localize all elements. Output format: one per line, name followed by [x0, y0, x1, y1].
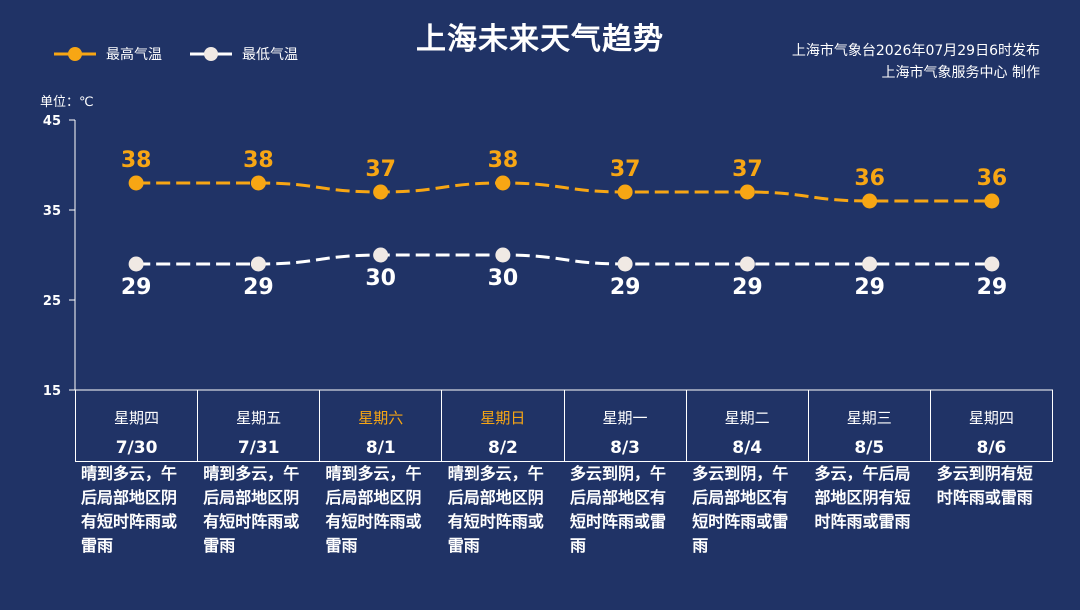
day-weekday: 星期日: [480, 409, 526, 427]
chart-legend: 最高气温 最低气温: [52, 44, 324, 64]
data-label-low: 30: [365, 266, 396, 291]
series-line-high: [136, 181, 992, 203]
data-point-high: [862, 193, 878, 209]
day-date: 8/1: [365, 438, 396, 458]
day-date: 8/3: [610, 438, 640, 458]
data-label-low: 29: [854, 275, 885, 300]
data-point-low: [739, 256, 755, 272]
data-label-high: 37: [732, 157, 763, 182]
day-weekday: 星期四: [114, 409, 160, 427]
day-weekday: 星期六: [358, 409, 404, 427]
data-point-low: [128, 256, 144, 272]
day-column: 星期四 8/6: [929, 390, 1053, 462]
data-label-low: 29: [732, 275, 763, 300]
day-column: 星期日 8/2: [441, 390, 564, 462]
data-label-low: 30: [488, 266, 519, 291]
data-point-low: [373, 247, 389, 263]
data-point-low: [617, 256, 633, 272]
day-column: 星期一 8/3: [563, 390, 686, 462]
day-weather-description: 晴到多云，午后局部地区阴有短时阵雨或雷雨: [325, 464, 422, 555]
data-point-high: [617, 184, 633, 200]
y-axis-unit-label: 单位：℃: [40, 95, 94, 110]
data-label-high: 38: [488, 148, 519, 173]
y-tick-label: 35: [43, 204, 61, 219]
y-tick-label: 25: [43, 294, 61, 309]
data-label-high: 36: [977, 166, 1008, 191]
legend-item-high: 最高气温: [52, 44, 162, 64]
y-tick-label: 15: [43, 384, 61, 399]
legend-low-marker-icon: [190, 47, 232, 61]
y-tick-label: 45: [43, 114, 61, 129]
legend-high-marker-icon: [54, 47, 96, 61]
data-point-high: [128, 175, 144, 191]
data-point-low: [495, 247, 511, 263]
data-point-high: [739, 184, 755, 200]
data-point-low: [862, 256, 878, 272]
legend-high-label: 最高气温: [106, 47, 162, 63]
day-date: 7/30: [115, 438, 158, 458]
data-label-low: 29: [977, 275, 1008, 300]
day-weather-description: 晴到多云，午后局部地区阴有短时阵雨或雷雨: [447, 464, 544, 555]
series-line-low: [136, 253, 992, 266]
data-label-high: 38: [243, 148, 274, 173]
data-point-low: [984, 256, 1000, 272]
data-point-high: [373, 184, 389, 200]
day-weather-description: 晴到多云，午后局部地区阴有短时阵雨或雷雨: [203, 464, 300, 555]
day-weekday: 星期三: [846, 409, 892, 427]
day-date: 8/2: [488, 438, 518, 458]
chart-title: 上海未来天气趋势: [416, 22, 664, 57]
day-column: 星期六 8/1: [319, 390, 442, 462]
data-point-high: [984, 193, 1000, 209]
day-column: 星期三 8/5: [807, 390, 930, 462]
data-label-high: 37: [365, 157, 396, 182]
day-weekday: 星期四: [968, 409, 1014, 427]
data-label-low: 29: [243, 275, 274, 300]
day-weekday: 星期一: [602, 409, 648, 427]
day-weather-description: 多云到阴有短时阵雨或雷雨: [936, 464, 1033, 507]
day-header-row: 星期四 7/30 星期五 7/31 星期六 8/1 星期日 8/2 星期一 8/3 星期二 8/4 星期…: [75, 390, 1053, 462]
issuer-info: 上海市气象台2026年07月29日6时发布 上海市气象服务中心 制作: [792, 40, 1040, 84]
day-weather-description: 晴到多云，午后局部地区阴有短时阵雨或雷雨: [81, 464, 178, 555]
issuer-line-2: 上海市气象服务中心 制作: [881, 65, 1040, 81]
day-date: 7/31: [237, 438, 280, 458]
day-date: 8/6: [976, 438, 1007, 458]
day-date: 8/4: [732, 438, 763, 458]
forecast-description-row: 晴到多云，午后局部地区阴有短时阵雨或雷雨 晴到多云，午后局部地区阴有短时阵雨或雷雨…: [75, 462, 1053, 558]
day-column: 星期五 7/31: [197, 390, 320, 462]
day-date: 8/5: [854, 438, 885, 458]
issuer-line-1: 上海市气象台2026年07月29日6时发布: [791, 43, 1040, 59]
legend-low-label: 最低气温: [242, 47, 298, 63]
data-label-low: 29: [121, 275, 152, 300]
day-weather-description: 多云，午后局部地区阴有短时阵雨或雷雨: [814, 464, 911, 531]
day-column: 星期二 8/4: [685, 390, 808, 462]
data-label-high: 37: [610, 157, 641, 182]
data-label-high: 38: [121, 148, 152, 173]
day-column: 星期四 7/30: [75, 390, 198, 462]
day-weather-description: 多云到阴，午后局部地区有短时阵雨或雷雨: [692, 464, 789, 555]
data-point-high: [495, 175, 511, 191]
day-weather-description: 多云到阴，午后局部地区有短时阵雨或雷雨: [570, 464, 667, 555]
data-label-high: 36: [854, 166, 885, 191]
data-point-low: [250, 256, 266, 272]
day-weekday: 星期五: [236, 409, 282, 427]
data-point-high: [250, 175, 266, 191]
day-weekday: 星期二: [724, 409, 770, 427]
legend-item-low: 最低气温: [188, 44, 298, 64]
data-label-low: 29: [610, 275, 641, 300]
